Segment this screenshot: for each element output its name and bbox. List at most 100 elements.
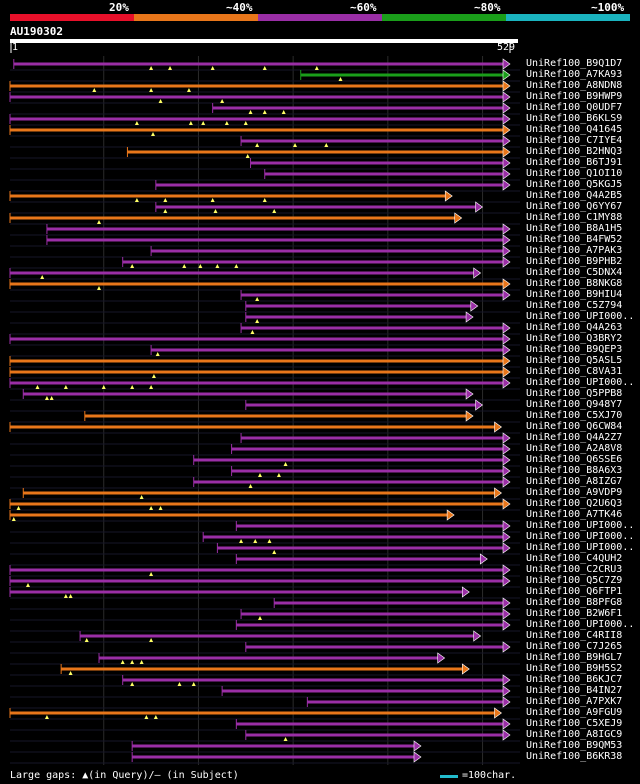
query-gap-marker [11, 517, 16, 521]
hit-arrow [454, 212, 463, 224]
hit-arrow [461, 663, 470, 675]
hit-row [9, 575, 520, 588]
hit-label[interactable]: UniRef100_Q41645 [526, 124, 623, 135]
query-gap-marker [188, 121, 193, 125]
hit-label[interactable]: UniRef100_A9FGU9 [526, 707, 623, 718]
hit-row [10, 520, 520, 533]
query-gap-marker [163, 198, 168, 202]
hit-label[interactable]: UniRef100_Q4A2Z7 [526, 432, 623, 443]
hit-label[interactable]: UniRef100_B6KR38 [526, 751, 623, 762]
hit-label[interactable]: UniRef100_B8A6X3 [526, 465, 623, 476]
hit-label[interactable]: UniRef100_C5XEJ9 [526, 718, 623, 729]
hit-label[interactable]: UniRef100_B9H5S2 [526, 663, 623, 674]
hit-row [9, 421, 520, 434]
hit-label[interactable]: UniRef100_A8IZG7 [526, 476, 623, 487]
query-gap-marker [149, 638, 154, 642]
query-gap-marker [149, 506, 154, 510]
hit-arrow [502, 674, 511, 686]
query-gap-marker [281, 110, 286, 114]
hit-row [9, 212, 520, 225]
hit-label[interactable]: UniRef100_C2CRU3 [526, 564, 623, 575]
query-gap-marker [255, 297, 260, 301]
hit-label[interactable]: UniRef100_Q6CW84 [526, 421, 623, 432]
hit-arrow [494, 487, 502, 499]
hit-label[interactable]: UniRef100_B9PHB2 [526, 256, 623, 267]
hit-label[interactable]: UniRef100_Q6YY67 [526, 201, 623, 212]
hit-label[interactable]: UniRef100_B9HGL7 [526, 652, 623, 663]
hit-label[interactable]: UniRef100_UPI000.. [526, 377, 635, 388]
hit-label[interactable]: UniRef100_UPI000.. [526, 542, 635, 553]
hit-arrow [475, 399, 484, 411]
hit-label[interactable]: UniRef100_B8NKG8 [526, 278, 623, 289]
hit-label[interactable]: UniRef100_C5Z794 [526, 300, 623, 311]
hit-label[interactable]: UniRef100_B9QEP3 [526, 344, 623, 355]
hit-label[interactable]: UniRef100_C4RII8 [526, 630, 623, 641]
footer-gaps-legend: Large gaps: ▲(in Query)/– (in Subject) [10, 770, 239, 781]
hit-label[interactable]: UniRef100_UPI000.. [526, 619, 635, 630]
hit-label[interactable]: UniRef100_UPI000.. [526, 531, 635, 542]
hit-label[interactable]: UniRef100_Q5PPB8 [526, 388, 623, 399]
hit-label[interactable]: UniRef100_B2HNQ3 [526, 146, 623, 157]
hit-label[interactable]: UniRef100_C7IYE4 [526, 135, 623, 146]
hit-label[interactable]: UniRef100_Q948Y7 [526, 399, 623, 410]
hit-label[interactable]: UniRef100_B6TJ91 [526, 157, 623, 168]
hit-label[interactable]: UniRef100_C8VA31 [526, 366, 623, 377]
hit-label[interactable]: UniRef100_B4FW52 [526, 234, 623, 245]
hit-label[interactable]: UniRef100_B6KLS9 [526, 113, 623, 124]
hit-label[interactable]: UniRef100_B9HIU4 [526, 289, 623, 300]
hit-row [9, 707, 520, 720]
query-id: AU190302 [10, 25, 63, 38]
hit-label[interactable]: UniRef100_B9QM53 [526, 740, 623, 751]
hit-label[interactable]: UniRef100_B8A1H5 [526, 223, 623, 234]
hit-label[interactable]: UniRef100_Q5KGJ5 [526, 179, 623, 190]
legend-swatch [258, 14, 382, 21]
hit-arrow [502, 80, 511, 92]
hit-row [10, 443, 520, 456]
query-gap-marker [155, 352, 160, 356]
hit-label[interactable]: UniRef100_A2A8V8 [526, 443, 623, 454]
hit-label[interactable]: UniRef100_Q6FTP1 [526, 586, 623, 597]
hit-label[interactable]: UniRef100_C7J265 [526, 641, 623, 652]
hit-label[interactable]: UniRef100_C4QUH2 [526, 553, 623, 564]
hit-label[interactable]: UniRef100_Q0UDF7 [526, 102, 623, 113]
hit-label[interactable]: UniRef100_B4IN27 [526, 685, 623, 696]
hit-label[interactable]: UniRef100_Q5C7Z9 [526, 575, 623, 586]
hit-arrow [502, 157, 511, 169]
hit-label[interactable]: UniRef100_Q3BRY2 [526, 333, 623, 344]
hit-label[interactable]: UniRef100_Q5ASL5 [526, 355, 623, 366]
hit-label[interactable]: UniRef100_A7PXK7 [526, 696, 623, 707]
hit-arrow [502, 619, 511, 631]
query-gap-marker [191, 682, 196, 686]
hit-label[interactable]: UniRef100_B2W6F1 [526, 608, 623, 619]
hit-arrow [502, 718, 511, 730]
hit-label[interactable]: UniRef100_Q1OI10 [526, 168, 623, 179]
hit-label[interactable]: UniRef100_Q2U6Q3 [526, 498, 623, 509]
hit-label[interactable]: UniRef100_UPI000.. [526, 311, 635, 322]
hit-label[interactable]: UniRef100_Q4A263 [526, 322, 623, 333]
hit-label[interactable]: UniRef100_B9HWP9 [526, 91, 623, 102]
hit-label[interactable]: UniRef100_Q4A2B5 [526, 190, 623, 201]
query-gap-marker [258, 473, 262, 477]
hit-arrow [502, 520, 511, 532]
hit-label[interactable]: UniRef100_B9Q1D7 [526, 58, 623, 69]
hit-label[interactable]: UniRef100_A8IGC9 [526, 729, 623, 740]
hit-label[interactable]: UniRef100_A9VDP9 [526, 487, 623, 498]
hit-label[interactable]: UniRef100_A8NDN8 [526, 80, 623, 91]
hit-label[interactable]: UniRef100_A7KA93 [526, 69, 623, 80]
hit-arrow [502, 696, 511, 708]
hit-label[interactable]: UniRef100_C5DNX4 [526, 267, 623, 278]
hit-row [10, 223, 520, 236]
hit-row [10, 729, 520, 742]
hit-arrow [502, 179, 511, 191]
hit-label[interactable]: UniRef100_C1MY88 [526, 212, 623, 223]
hit-label[interactable]: UniRef100_Q6SSE6 [526, 454, 623, 465]
hit-label[interactable]: UniRef100_B8PFG8 [526, 597, 623, 608]
hit-arrow [502, 58, 511, 70]
hit-label[interactable]: UniRef100_C5XJ70 [526, 410, 623, 421]
hit-label[interactable]: UniRef100_A7TK46 [526, 509, 623, 520]
legend-swatch [382, 14, 506, 21]
hit-arrow [502, 355, 511, 367]
hit-label[interactable]: UniRef100_A7PAK3 [526, 245, 623, 256]
hit-label[interactable]: UniRef100_B6KJC7 [526, 674, 623, 685]
hit-label[interactable]: UniRef100_UPI000.. [526, 520, 635, 531]
